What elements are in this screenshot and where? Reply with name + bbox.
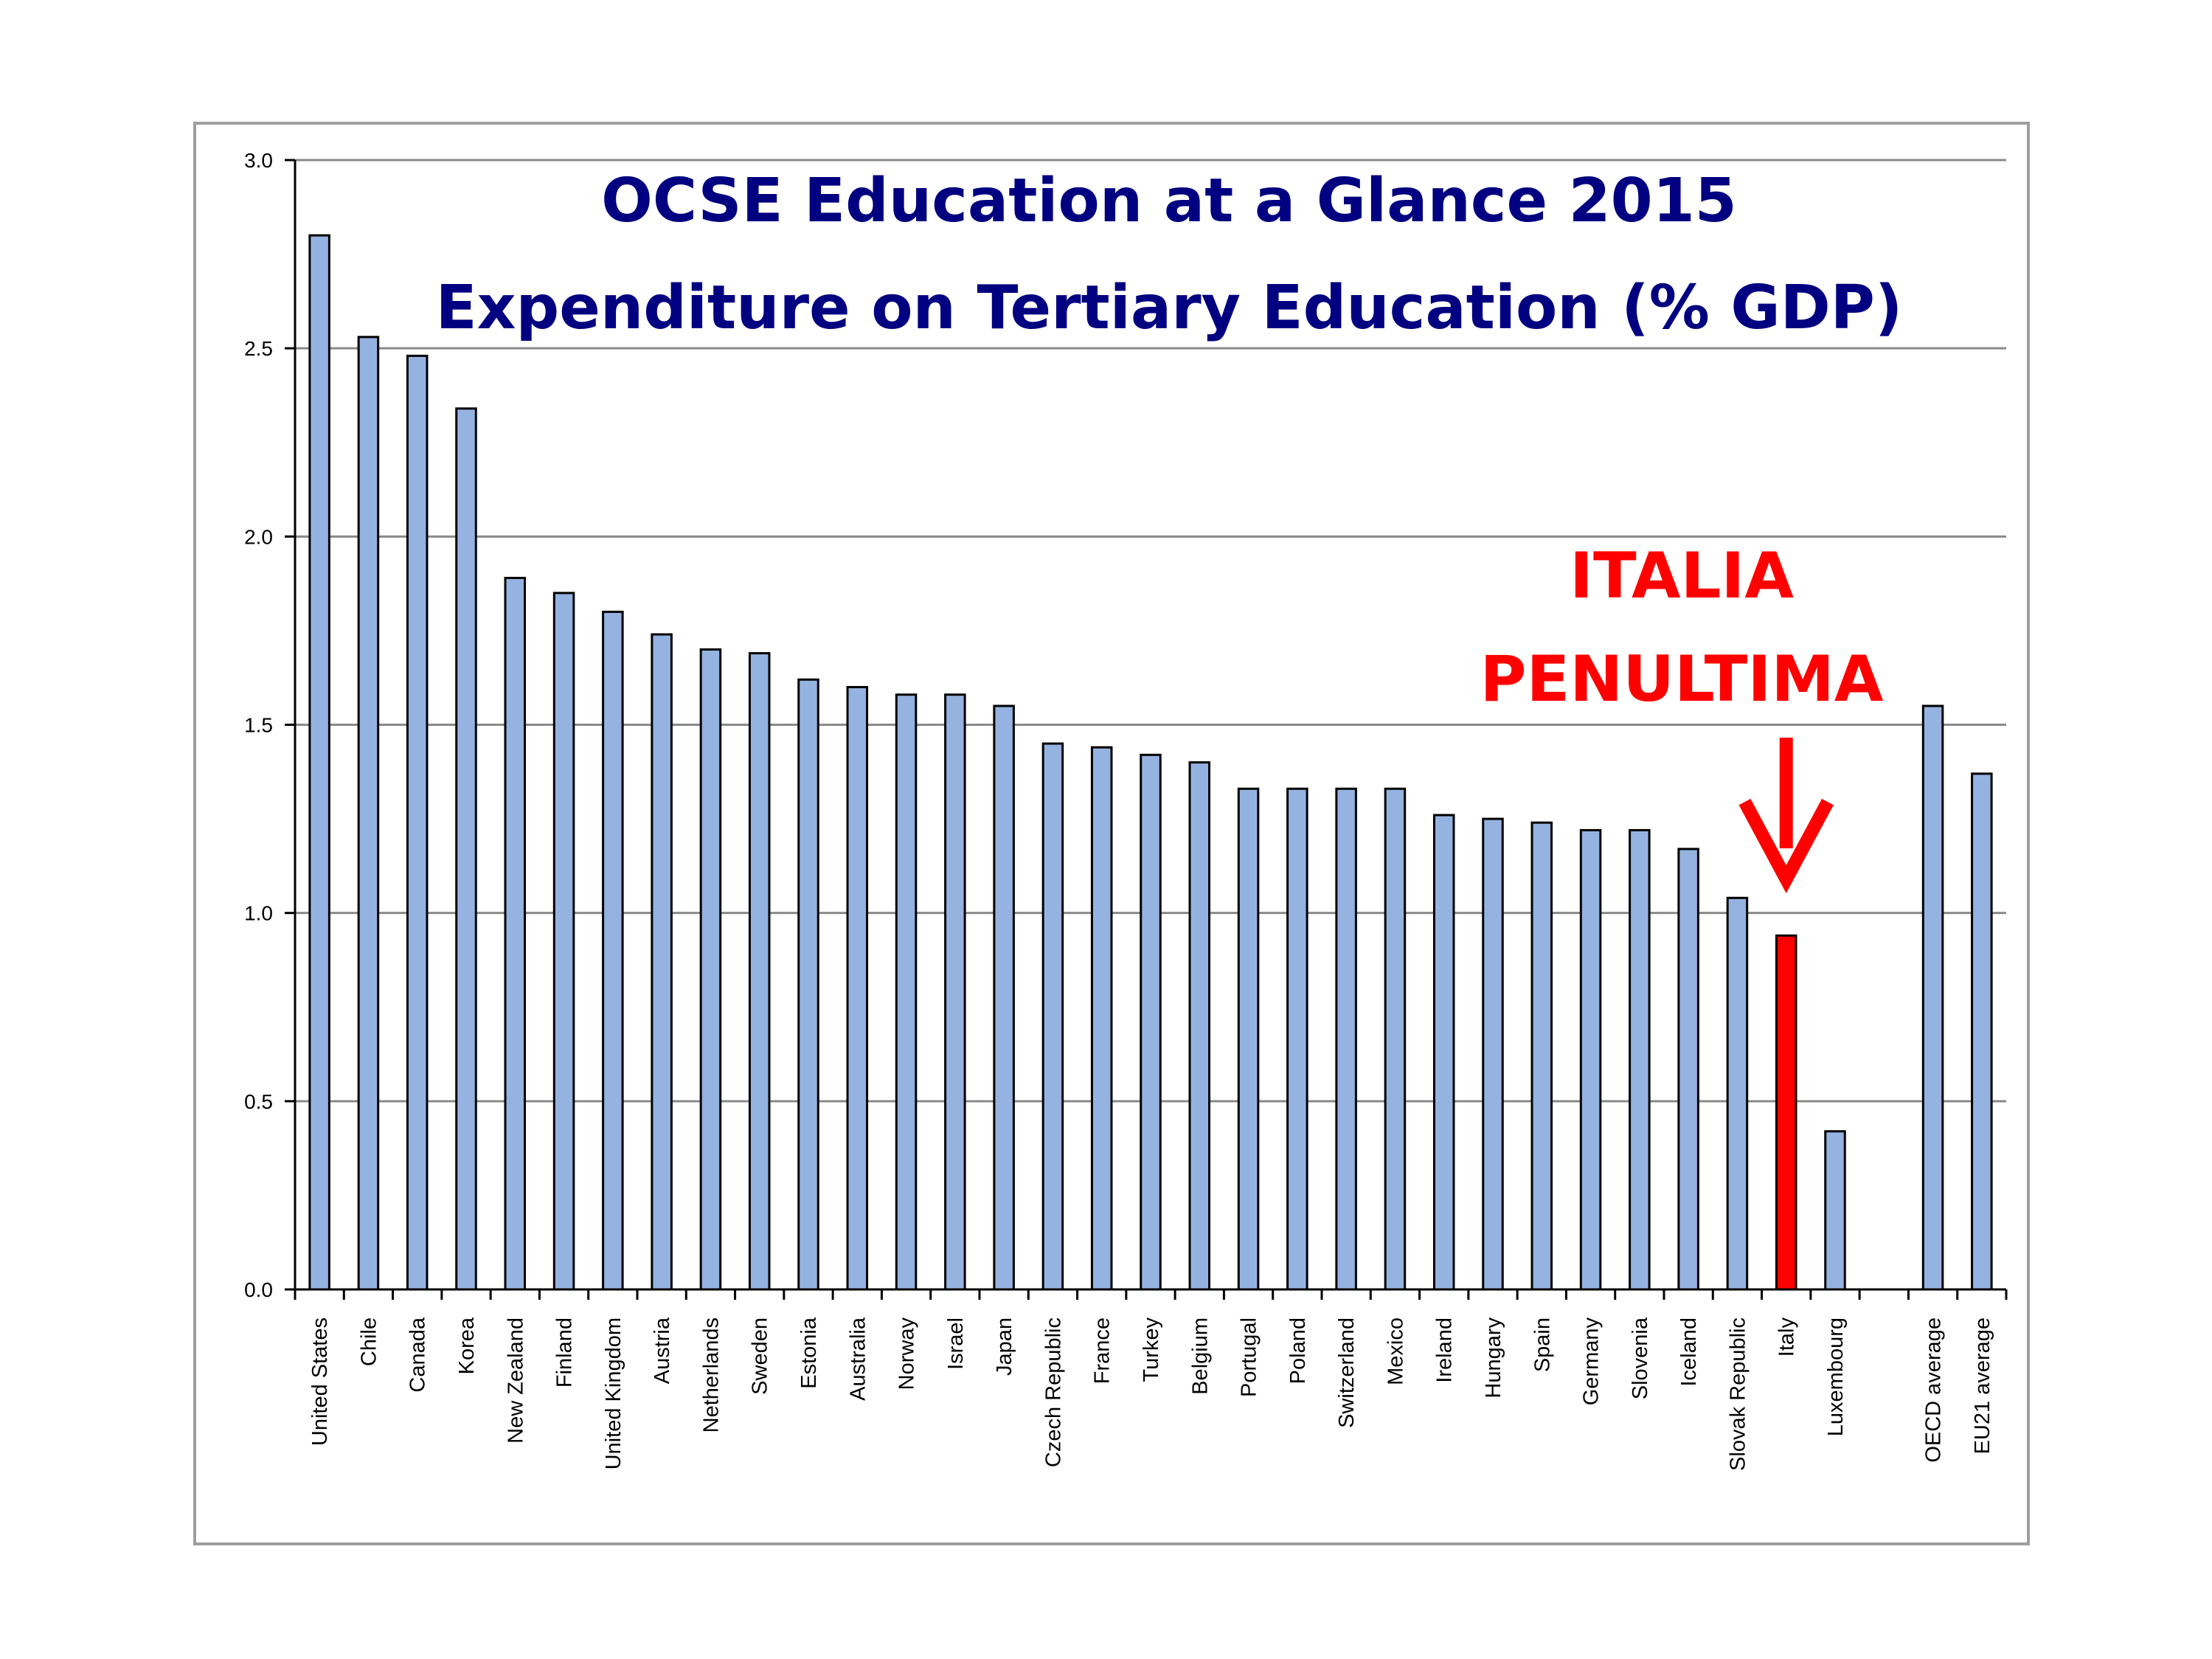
category-label: EU21 average	[1971, 1317, 1994, 1454]
y-tick-label: 0.5	[244, 1090, 273, 1113]
category-label: Slovenia	[1629, 1317, 1652, 1399]
bar-new-zealand	[504, 576, 527, 1291]
category-label: Norway	[895, 1317, 919, 1390]
y-tick-label: 1.0	[244, 902, 273, 925]
bar-switzerland	[1335, 787, 1357, 1291]
bar-sweden	[748, 652, 771, 1291]
annotation-line-1: ITALIA	[1570, 539, 1794, 613]
category-label: Austria	[651, 1317, 674, 1384]
category-label: Mexico	[1384, 1317, 1407, 1385]
bar-israel	[944, 693, 966, 1291]
gridlines	[295, 159, 2006, 1103]
category-label: New Zealand	[504, 1317, 527, 1444]
chart-title: OCSE Education at a Glance 2015	[601, 166, 1737, 236]
bar-czech-republic	[1041, 742, 1064, 1291]
category-label: Czech Republic	[1041, 1317, 1065, 1467]
bar-iceland	[1677, 848, 1699, 1291]
y-tick-label: 2.5	[244, 337, 273, 360]
category-label: Finland	[553, 1317, 577, 1388]
bar-ireland	[1432, 814, 1455, 1291]
category-label: Canada	[406, 1317, 430, 1392]
chart-subtitle: Expenditure on Tertiary Education (% GDP…	[436, 273, 1903, 343]
bar-australia	[846, 685, 869, 1291]
y-tick-label: 0.0	[244, 1278, 273, 1301]
annotation: ITALIA PENULTIMA	[1480, 539, 1884, 894]
category-label: Japan	[993, 1317, 1016, 1376]
bar-poland	[1286, 787, 1308, 1291]
bar-oecd-average	[1921, 704, 1944, 1291]
arrow-head	[1738, 798, 1834, 894]
bars	[308, 234, 1993, 1291]
category-label: France	[1091, 1317, 1114, 1384]
category-label: Portugal	[1238, 1317, 1261, 1397]
bar-eu21-average	[1971, 772, 1993, 1291]
bar-korea	[455, 407, 477, 1291]
category-label: Korea	[455, 1317, 479, 1374]
category-label: Iceland	[1677, 1317, 1701, 1387]
category-label: Estonia	[797, 1317, 821, 1389]
bar-germany	[1579, 828, 1602, 1291]
chart-frame	[193, 122, 2030, 1545]
category-label: Israel	[944, 1317, 968, 1370]
annotation-line-2: PENULTIMA	[1480, 643, 1884, 716]
bar-norway	[895, 693, 918, 1291]
category-label: Poland	[1286, 1317, 1310, 1384]
category-label: Hungary	[1482, 1317, 1505, 1399]
category-label: Chile	[357, 1317, 381, 1366]
category-label: Netherlands	[699, 1317, 723, 1433]
bar-spain	[1530, 821, 1553, 1291]
bar-austria	[651, 633, 673, 1291]
category-label: Switzerland	[1335, 1317, 1359, 1428]
bar-belgium	[1188, 761, 1211, 1291]
bar-finland	[552, 592, 575, 1291]
category-label: Italy	[1775, 1317, 1799, 1357]
bar-chile	[357, 336, 380, 1291]
category-label: Sweden	[749, 1317, 772, 1395]
category-label: Spain	[1530, 1317, 1554, 1372]
bar-luxembourg	[1824, 1130, 1846, 1291]
bar-slovenia	[1629, 828, 1651, 1291]
bar-italy	[1775, 934, 1797, 1291]
bar-slovak-republic	[1726, 896, 1749, 1291]
bar-netherlands	[699, 648, 722, 1291]
category-label: OECD average	[1922, 1317, 1946, 1463]
bar-united-kingdom	[602, 610, 624, 1291]
bar-hungary	[1482, 817, 1504, 1291]
bar-turkey	[1140, 753, 1162, 1291]
category-label: Australia	[846, 1317, 870, 1401]
category-label: Luxembourg	[1824, 1317, 1848, 1436]
bar-united-states	[308, 234, 330, 1291]
down-arrow-icon	[1738, 738, 1834, 894]
bar-france	[1090, 746, 1113, 1291]
category-label: Belgium	[1188, 1317, 1212, 1395]
bar-mexico	[1384, 787, 1407, 1291]
category-label: United Kingdom	[602, 1317, 625, 1469]
category-label: Turkey	[1140, 1317, 1163, 1382]
category-label: United States	[308, 1317, 332, 1446]
bar-japan	[993, 704, 1015, 1291]
category-label: Germany	[1580, 1317, 1603, 1406]
bar-portugal	[1237, 787, 1260, 1291]
y-tick-label: 3.0	[244, 149, 273, 172]
bar-canada	[406, 354, 429, 1291]
category-labels: United States Chile Canada Korea New Zealand…	[308, 1317, 1994, 1471]
category-label: Ireland	[1433, 1317, 1457, 1383]
category-label: Slovak Republic	[1726, 1317, 1750, 1471]
y-tick-label: 1.5	[244, 714, 273, 737]
bar-estonia	[797, 678, 819, 1291]
y-tick-label: 2.0	[244, 525, 273, 548]
